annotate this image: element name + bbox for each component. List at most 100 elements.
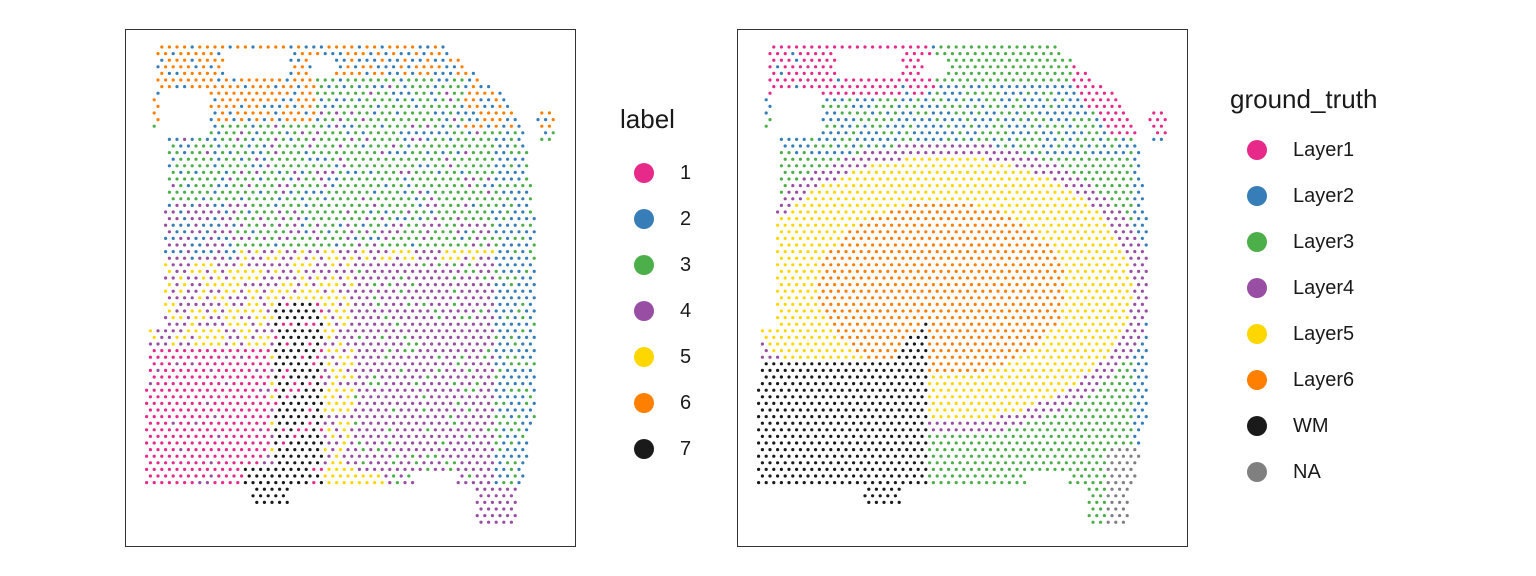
- spot-7: [308, 355, 312, 359]
- spot-4: [297, 177, 301, 181]
- spot-3: [361, 448, 365, 452]
- spot-Layer3: [1068, 58, 1072, 62]
- spot-4: [418, 256, 422, 260]
- spot-2: [327, 85, 331, 89]
- spot-7: [274, 454, 278, 458]
- spot-Layer2: [871, 111, 875, 115]
- spot-Layer5: [1049, 184, 1053, 188]
- spot-6: [243, 111, 247, 115]
- spot-3: [498, 421, 502, 425]
- spot-3: [388, 243, 392, 247]
- spot-Layer3: [1114, 203, 1118, 207]
- spot-Layer3: [1053, 45, 1057, 49]
- spot-Layer6: [1034, 250, 1038, 254]
- spot-5: [316, 289, 320, 293]
- spot-3: [308, 170, 312, 174]
- spot-Layer4: [825, 177, 829, 181]
- spot-1: [164, 421, 168, 425]
- spot-6: [202, 78, 206, 82]
- spot-3: [335, 203, 339, 207]
- spot-Layer5: [1053, 243, 1057, 247]
- spot-4: [407, 434, 411, 438]
- spot-Layer3: [814, 144, 818, 148]
- spot-Layer5: [1061, 230, 1065, 234]
- spot-3: [316, 78, 320, 82]
- spot-Layer6: [1045, 269, 1049, 273]
- spot-6: [221, 45, 225, 49]
- spot-1: [145, 441, 149, 445]
- spot-7: [297, 335, 301, 339]
- spot-4: [426, 415, 430, 419]
- spot-4: [319, 256, 323, 260]
- spot-3: [395, 322, 399, 326]
- spot-Layer2: [969, 85, 973, 89]
- spot-5: [202, 276, 206, 280]
- spot-6: [156, 52, 160, 56]
- spot-Layer4: [836, 170, 840, 174]
- spot-5: [342, 309, 346, 313]
- spot-Layer5: [829, 236, 833, 240]
- spot-4: [323, 342, 327, 346]
- spot-1: [224, 434, 228, 438]
- spot-7: [293, 355, 297, 359]
- spot-1: [167, 454, 171, 458]
- spot-4: [395, 335, 399, 339]
- spot-1: [259, 415, 263, 419]
- spot-Layer3: [1091, 111, 1095, 115]
- spot-2: [502, 309, 506, 313]
- spot-5: [266, 335, 270, 339]
- spot-1: [293, 382, 297, 386]
- spot-3: [403, 98, 407, 102]
- spot-Layer2: [1026, 131, 1030, 135]
- spot-4: [483, 408, 487, 412]
- spot-Layer6: [916, 217, 920, 221]
- spot-2: [521, 382, 525, 386]
- spot-Layer6: [947, 256, 951, 260]
- spot-Layer6: [1004, 223, 1008, 227]
- spot-4: [407, 395, 411, 399]
- spot-3: [323, 78, 327, 82]
- spot-Layer3: [1076, 164, 1080, 168]
- spot-4: [179, 448, 183, 452]
- spot-Layer2: [924, 124, 928, 128]
- spot-Layer6: [935, 210, 939, 214]
- spot-4: [403, 428, 407, 432]
- spot-4: [194, 421, 198, 425]
- spot-Layer5: [920, 184, 924, 188]
- spot-6: [198, 45, 202, 49]
- spot-4: [437, 408, 441, 412]
- spot-4: [392, 223, 396, 227]
- spot-Layer5: [947, 190, 951, 194]
- spot-4: [342, 283, 346, 287]
- spot-3: [274, 190, 278, 194]
- spot-4: [205, 203, 209, 207]
- spot-2: [335, 164, 339, 168]
- spot-Layer3: [848, 137, 852, 141]
- spot-4: [373, 349, 377, 353]
- spot-3: [407, 104, 411, 108]
- spot-Layer6: [1045, 283, 1049, 287]
- spot-2: [418, 58, 422, 62]
- spot-4: [426, 269, 430, 273]
- spot-6: [361, 65, 365, 69]
- spot-2: [525, 190, 529, 194]
- spot-Layer5: [867, 184, 871, 188]
- spot-4: [361, 276, 365, 280]
- legend-item-2: 2: [620, 196, 691, 242]
- spot-2: [494, 177, 498, 181]
- spot-Layer3: [1057, 65, 1061, 69]
- spot-2: [243, 85, 247, 89]
- spot-1: [167, 349, 171, 353]
- spot-3: [357, 190, 361, 194]
- spot-7: [300, 434, 304, 438]
- legend-key: [634, 255, 654, 275]
- spot-Layer3: [992, 71, 996, 75]
- spot-1: [274, 401, 278, 405]
- spot-4: [327, 441, 331, 445]
- spot-6: [494, 124, 498, 128]
- spot-5: [228, 283, 232, 287]
- spot-Layer6: [924, 296, 928, 300]
- spot-Layer5: [912, 157, 916, 161]
- spot-Layer3: [1102, 184, 1106, 188]
- spot-Layer3: [1023, 45, 1027, 49]
